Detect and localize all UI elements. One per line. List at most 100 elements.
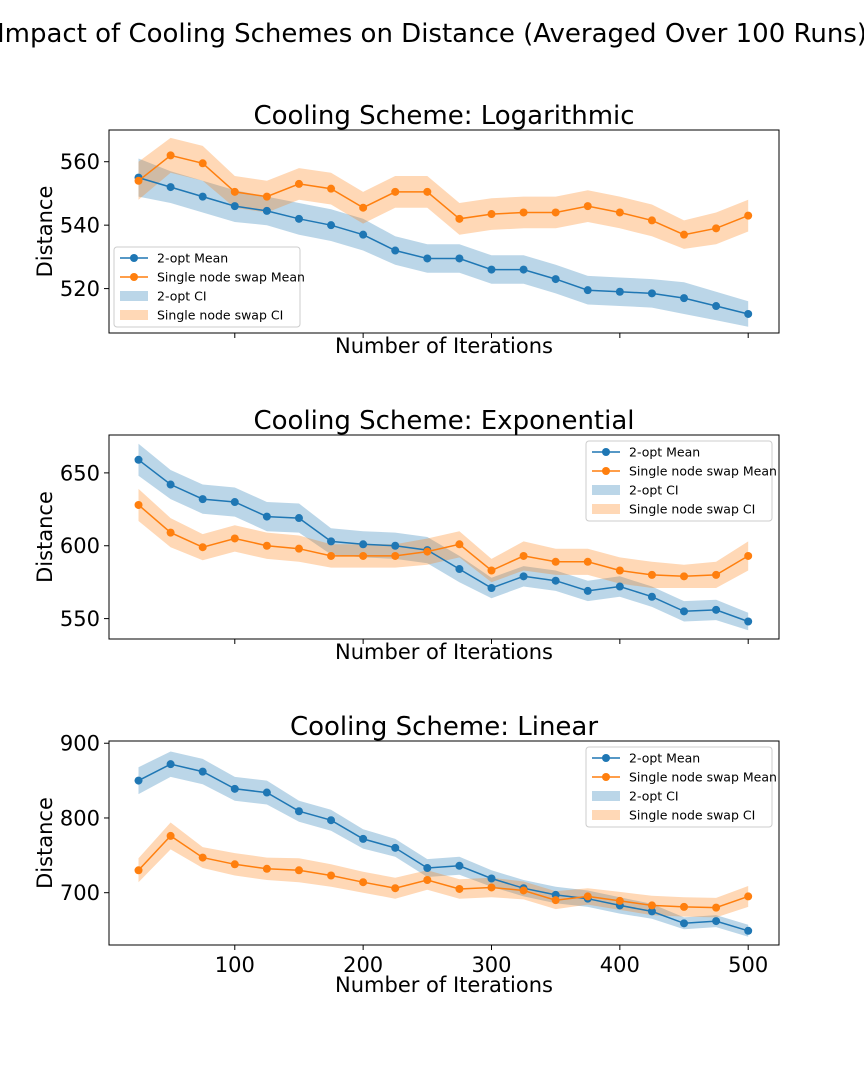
single-node-swap-data-point	[327, 184, 336, 193]
single-node-swap-data-point	[647, 216, 656, 225]
two-opt-data-point	[647, 907, 656, 916]
two-opt-data-point	[680, 294, 689, 303]
single-node-swap-data-point	[680, 572, 689, 581]
y-tick-label: 560	[60, 150, 100, 174]
two-opt-data-point	[198, 767, 207, 776]
single-node-swap-data-point	[230, 534, 239, 543]
single-node-swap-data-point	[551, 896, 560, 905]
two-opt-data-point	[647, 289, 656, 298]
single-node-swap-data-point	[262, 192, 271, 201]
subplot-2: Cooling Scheme: Exponential 550 600 650 Numb…	[33, 406, 780, 664]
two-opt-data-point	[744, 617, 753, 626]
single-node-swap-data-point	[294, 179, 303, 188]
two-opt-mean-line	[138, 176, 749, 315]
single-node-swap-legend-marker	[602, 773, 610, 781]
single-node-swap-data-point	[359, 551, 368, 560]
single-node-swap-data-point	[551, 208, 560, 217]
single-node-swap-data-point	[423, 547, 432, 556]
two-opt-data-point	[487, 265, 496, 274]
single-node-swap-data-point	[423, 187, 432, 196]
single-node-swap-data-point	[166, 151, 175, 160]
single-node-swap-data-point	[134, 866, 143, 875]
single-node-swap-data-point	[519, 886, 528, 895]
two-opt-data-point	[327, 537, 336, 546]
two-opt-data-point	[327, 816, 336, 825]
y-tick-label: 540	[60, 214, 100, 238]
single-node-swap-ci-band	[138, 822, 749, 918]
single-node-swap-data-point	[134, 500, 143, 509]
x-tick-label: 500	[728, 953, 768, 977]
single-node-swap-data-point	[647, 570, 656, 579]
two-opt-legend-marker	[602, 754, 610, 762]
single-node-swap-legend-marker	[130, 273, 138, 281]
single-node-swap-data-point	[455, 884, 464, 893]
two-opt-data-point	[615, 582, 624, 591]
single-node-swap-data-point	[391, 884, 400, 893]
single-node-swap-data-point	[712, 903, 721, 912]
two-opt-data-point	[519, 572, 528, 581]
single-node-swap-data-point	[391, 187, 400, 196]
y-axis-label: Distance	[33, 491, 57, 583]
single-node-swap-legend-ci-swatch	[120, 310, 148, 320]
legend: 2-opt Mean Single node swap Mean 2-opt CI S…	[585, 746, 777, 828]
axes-frame	[108, 129, 780, 334]
two-opt-ci-band	[138, 443, 749, 631]
x-axis-label: Number of Iterations	[335, 640, 553, 664]
two-opt-data-point	[583, 286, 592, 295]
subplot-title: Cooling Scheme: Logarithmic	[253, 101, 634, 131]
two-opt-data-point	[487, 874, 496, 883]
single-node-swap-data-point	[583, 892, 592, 901]
two-opt-data-point	[615, 287, 624, 296]
single-node-swap-data-point	[455, 214, 464, 223]
two-opt-data-point	[391, 541, 400, 550]
subplots-container: Cooling Scheme: Logarithmic 520 540 560 Numb…	[33, 101, 780, 997]
legend-label: Single node swap CI	[157, 308, 283, 323]
two-opt-legend-marker	[602, 448, 610, 456]
y-tick-label: 650	[60, 461, 100, 485]
two-opt-data-point	[455, 254, 464, 263]
two-opt-data-point	[647, 592, 656, 601]
legend-label: 2-opt CI	[629, 483, 679, 498]
x-tick-label: 100	[215, 953, 255, 977]
legend-label: Single node swap Mean	[629, 770, 777, 785]
axes-frame	[108, 434, 780, 640]
single-node-swap-data-point	[583, 202, 592, 211]
subplot-title: Cooling Scheme: Exponential	[253, 406, 634, 436]
single-node-swap-data-point	[359, 203, 368, 212]
single-node-swap-data-point	[294, 544, 303, 553]
y-tick-label: 900	[60, 732, 100, 756]
single-node-swap-data-point	[615, 566, 624, 575]
two-opt-data-point	[294, 514, 303, 523]
single-node-swap-data-point	[744, 892, 753, 901]
two-opt-data-point	[712, 917, 721, 926]
single-node-swap-data-point	[487, 566, 496, 575]
single-node-swap-data-point	[680, 230, 689, 239]
two-opt-data-point	[423, 864, 432, 873]
single-node-swap-data-point	[519, 208, 528, 217]
single-node-swap-data-point	[487, 883, 496, 892]
single-node-swap-legend-marker	[602, 467, 610, 475]
axes-frame	[108, 740, 780, 946]
two-opt-data-point	[230, 202, 239, 211]
single-node-swap-data-point	[487, 210, 496, 219]
two-opt-ci-band	[138, 751, 749, 937]
two-opt-mean-line	[138, 763, 749, 932]
single-node-swap-data-point	[262, 541, 271, 550]
x-tick-label: 400	[600, 953, 640, 977]
two-opt-data-point	[744, 926, 753, 935]
legend-label: 2-opt CI	[629, 789, 679, 804]
y-tick-label: 550	[60, 607, 100, 631]
two-opt-data-point	[712, 302, 721, 311]
two-opt-data-point	[166, 183, 175, 192]
two-opt-legend-ci-swatch	[592, 485, 620, 495]
single-node-swap-ci-band	[138, 137, 749, 249]
two-opt-data-point	[230, 498, 239, 507]
two-opt-data-point	[294, 807, 303, 816]
two-opt-data-point	[744, 309, 753, 318]
two-opt-data-point	[166, 760, 175, 769]
two-opt-data-point	[712, 605, 721, 614]
y-tick-label: 800	[60, 806, 100, 830]
legend-label: Single node swap CI	[629, 808, 755, 823]
two-opt-data-point	[262, 512, 271, 521]
subplot-title: Cooling Scheme: Linear	[290, 712, 598, 742]
